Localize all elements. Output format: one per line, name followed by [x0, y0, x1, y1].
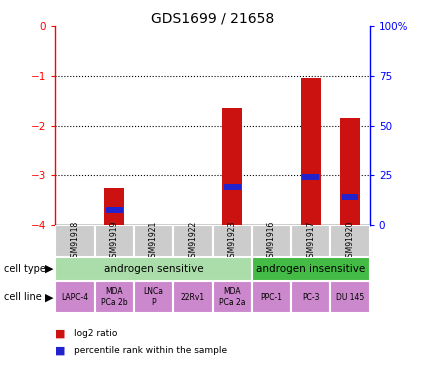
Text: ▶: ▶: [45, 292, 53, 302]
Text: GSM91919: GSM91919: [110, 220, 119, 262]
Text: LAPC-4: LAPC-4: [61, 292, 88, 302]
Text: GSM91922: GSM91922: [188, 220, 197, 262]
Bar: [224, 184, 241, 190]
Bar: [134, 225, 173, 257]
Bar: [331, 225, 370, 257]
Text: ■: ■: [55, 329, 66, 339]
Text: androgen insensitive: androgen insensitive: [256, 264, 366, 274]
Bar: [342, 194, 358, 200]
Text: ■: ■: [55, 346, 66, 355]
Bar: [301, 78, 320, 225]
Text: GSM91923: GSM91923: [228, 220, 237, 262]
Text: percentile rank within the sample: percentile rank within the sample: [74, 346, 227, 355]
Text: PPC-1: PPC-1: [261, 292, 283, 302]
Text: MDA
PCa 2b: MDA PCa 2b: [101, 288, 128, 307]
Bar: [105, 188, 124, 225]
Bar: [55, 225, 94, 257]
Text: MDA
PCa 2a: MDA PCa 2a: [219, 288, 245, 307]
Bar: [252, 225, 291, 257]
Text: GSM91918: GSM91918: [71, 220, 79, 262]
Bar: [134, 281, 173, 313]
Text: GSM91916: GSM91916: [267, 220, 276, 262]
Bar: [252, 257, 370, 281]
Bar: [291, 281, 331, 313]
Text: log2 ratio: log2 ratio: [74, 329, 118, 338]
Text: LNCa
P: LNCa P: [144, 288, 164, 307]
Bar: [173, 281, 212, 313]
Text: ▶: ▶: [45, 264, 53, 274]
Bar: [331, 281, 370, 313]
Bar: [55, 257, 252, 281]
Text: 22Rv1: 22Rv1: [181, 292, 205, 302]
Bar: [94, 225, 134, 257]
Bar: [303, 174, 319, 180]
Bar: [291, 225, 331, 257]
Text: cell line: cell line: [4, 292, 42, 302]
Bar: [94, 281, 134, 313]
Bar: [222, 108, 242, 225]
Bar: [55, 281, 94, 313]
Text: GSM91917: GSM91917: [306, 220, 315, 262]
Text: GSM91921: GSM91921: [149, 220, 158, 262]
Title: GDS1699 / 21658: GDS1699 / 21658: [151, 11, 274, 25]
Text: cell type: cell type: [4, 264, 46, 274]
Bar: [340, 118, 360, 225]
Text: androgen sensitive: androgen sensitive: [104, 264, 203, 274]
Bar: [252, 281, 291, 313]
Text: GSM91920: GSM91920: [346, 220, 354, 262]
Bar: [212, 281, 252, 313]
Text: PC-3: PC-3: [302, 292, 320, 302]
Bar: [106, 207, 122, 213]
Text: DU 145: DU 145: [336, 292, 364, 302]
Bar: [173, 225, 212, 257]
Bar: [212, 225, 252, 257]
